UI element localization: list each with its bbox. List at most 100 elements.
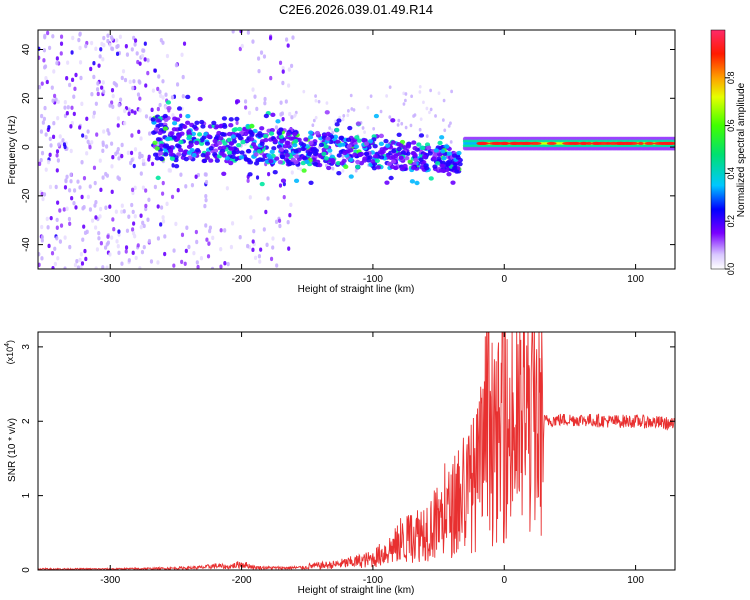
heatmap-cell: [123, 121, 127, 126]
heatmap-cell: [281, 65, 285, 71]
heatmap-cell: [323, 156, 329, 161]
heatmap-cell: [116, 123, 120, 128]
heatmap-cell: [446, 151, 453, 156]
heatmap-cell: [279, 100, 283, 105]
heatmap-cell: [346, 113, 350, 118]
heatmap-cell: [402, 102, 406, 106]
heatmap-cell: [262, 227, 266, 232]
heatmap-cell: [105, 265, 109, 269]
heatmap-cell: [336, 170, 342, 176]
heatmap-cell: [165, 136, 171, 142]
heatmap-cell: [249, 132, 255, 138]
spectrogram-frame: [37, 29, 676, 270]
heatmap-cell: [282, 144, 288, 149]
heatmap-cell: [59, 34, 64, 39]
heatmap-cell: [152, 152, 159, 157]
heatmap-cell: [40, 238, 44, 243]
heatmap-cell: [676, 139, 680, 143]
heatmap-cell: [81, 133, 85, 138]
heatmap-cell: [146, 70, 150, 76]
heatmap-cell: [271, 236, 275, 241]
snr-scale-prefix: (x10: [5, 347, 15, 365]
heatmap-cell: [136, 92, 141, 97]
heatmap-cell: [222, 141, 228, 146]
heatmap-cell: [75, 259, 79, 264]
heatmap-cell: [111, 93, 115, 99]
heatmap-cell: [43, 64, 48, 69]
heatmap-cell: [335, 161, 341, 166]
heatmap-cell: [106, 33, 110, 38]
heatmap-cell: [144, 83, 148, 88]
heatmap-cell: [296, 166, 300, 170]
colorbar-label: Normalized spectral amplitude: [736, 82, 747, 217]
heatmap-cell: [84, 43, 88, 49]
heatmap-cell: [165, 201, 169, 207]
heatmap-cell: [55, 225, 59, 230]
heatmap-cell: [94, 225, 98, 230]
heatmap-cell: [230, 150, 237, 155]
heatmap-cell: [99, 206, 103, 212]
colorbar-tick-label: 0.6: [726, 119, 736, 132]
heatmap-cell: [186, 134, 193, 139]
heatmap-cell: [279, 139, 285, 144]
heatmap-cell: [43, 33, 47, 39]
heatmap-cell: [562, 141, 575, 145]
heatmap-cell: [413, 157, 419, 162]
heatmap-cell: [84, 256, 88, 262]
heatmap-cell: [450, 89, 454, 94]
heatmap-cell: [456, 150, 462, 156]
heatmap-cell: [104, 205, 108, 210]
heatmap-cell: [237, 126, 243, 132]
heatmap-cell: [372, 143, 378, 149]
heatmap-cell: [257, 133, 263, 138]
heatmap-cell: [585, 141, 593, 145]
heatmap-cell: [229, 244, 234, 250]
heatmap-cell: [179, 172, 183, 177]
heatmap-cell: [80, 101, 84, 107]
heatmap-cell: [38, 84, 42, 90]
heatmap-cell: [80, 194, 84, 200]
heatmap-cell: [336, 153, 342, 158]
spectrogram-y-ticks: -40 -20 0 20 40: [21, 44, 675, 252]
heatmap-cell: [248, 195, 252, 200]
heatmap-cell: [454, 169, 460, 174]
heatmap-cell: [159, 222, 163, 227]
heatmap-cell: [68, 188, 72, 193]
heatmap-cell: [47, 243, 51, 249]
heatmap-cell: [183, 261, 187, 266]
heatmap-cell: [120, 209, 124, 214]
heatmap-cell: [38, 262, 41, 268]
heatmap-cell: [95, 132, 99, 137]
colorbar-ticks: 0.0 0.2 0.4 0.6 0.8: [725, 72, 736, 275]
heatmap-cell: [58, 239, 63, 244]
heatmap-cell: [439, 135, 445, 140]
heatmap-cell: [70, 120, 74, 126]
heatmap-cell: [78, 60, 83, 65]
heatmap-cell: [425, 134, 429, 138]
heatmap-cell: [56, 256, 60, 261]
heatmap-cell: [208, 146, 214, 151]
heatmap-cell: [661, 141, 675, 145]
heatmap-cell: [72, 111, 76, 117]
heatmap-cell: [169, 156, 176, 161]
heatmap-cell: [282, 237, 286, 242]
heatmap-cell: [110, 164, 114, 169]
heatmap-cell: [259, 126, 265, 131]
heatmap-cell: [127, 107, 131, 112]
heatmap-cell: [339, 161, 345, 166]
heatmap-cell: [207, 241, 211, 246]
heatmap-cell: [374, 158, 380, 163]
heatmap-cell: [108, 42, 112, 47]
heatmap-cell: [353, 144, 360, 149]
heatmap-cell: [115, 44, 119, 50]
snr-x-tick-label: 0: [501, 575, 507, 586]
heatmap-cell: [185, 120, 191, 126]
heatmap-cell: [162, 113, 168, 119]
heatmap-cell: [140, 249, 145, 255]
heatmap-cell: [325, 136, 331, 141]
heatmap-cell: [173, 163, 180, 169]
heatmap-cell: [129, 150, 134, 156]
heatmap-cell: [155, 175, 161, 181]
heatmap-cell: [78, 45, 82, 51]
heatmap-cell: [282, 194, 286, 200]
